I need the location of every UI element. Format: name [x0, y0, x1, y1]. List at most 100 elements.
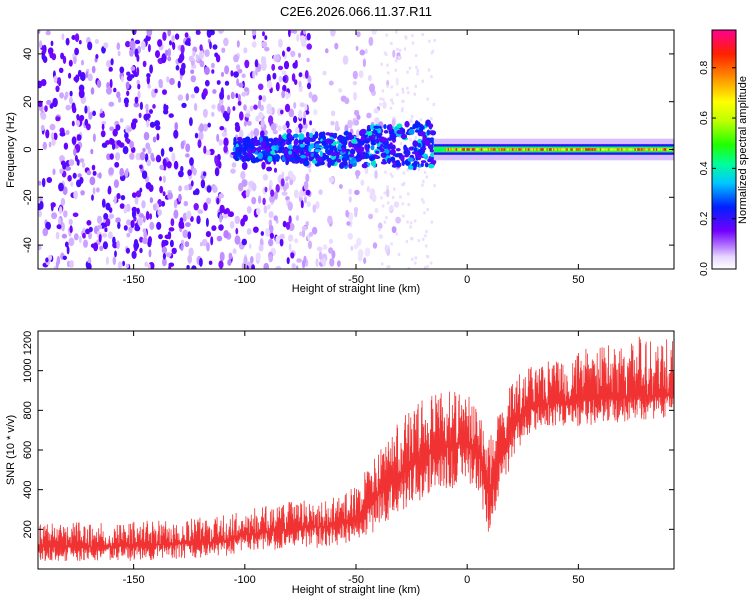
heatmap-cell [161, 55, 167, 64]
heatmap-cell [141, 200, 146, 209]
heatmap-cell [154, 88, 158, 94]
heatmap-cell [417, 168, 421, 171]
heatmap-cell [145, 210, 150, 221]
heatmap-cell [383, 130, 389, 134]
heatmap-cell [481, 148, 484, 151]
heatmap-cell [146, 159, 152, 167]
heatmap-cell [184, 32, 189, 38]
heatmap-cell [87, 73, 93, 82]
heatmap-cell [145, 142, 151, 150]
heatmap-cell [545, 148, 548, 151]
heatmap-cell [262, 95, 267, 103]
heatmap-cell [61, 222, 65, 232]
heatmap-cell [266, 143, 270, 148]
heatmap-cell [202, 123, 208, 132]
heatmap-cell [94, 39, 99, 44]
heatmap-cell [184, 184, 190, 191]
heatmap-cell [330, 120, 335, 126]
heatmap-cell [613, 148, 616, 151]
heatmap-cell [428, 163, 435, 169]
heatmap-cell [186, 265, 190, 269]
heatmap-cell [561, 148, 564, 151]
heatmap-cell [298, 80, 302, 88]
heatmap-cell [263, 262, 269, 269]
heatmap-cell [409, 221, 413, 225]
heatmap-cell [166, 76, 170, 83]
heatmap-cell [137, 83, 141, 90]
heatmap-cell [196, 30, 201, 35]
heatmap-cell [206, 242, 210, 252]
heatmap-cell [487, 148, 490, 151]
heatmap-cell [68, 218, 73, 225]
heatmap-cell [106, 60, 112, 68]
heatmap-cell [74, 47, 79, 56]
heatmap-cell [142, 60, 147, 68]
heatmap-cell [355, 147, 362, 153]
heatmap-cell [223, 230, 229, 239]
heatmap-cell [463, 148, 466, 151]
heatmap-cell [618, 148, 621, 151]
heatmap-cell [288, 138, 292, 143]
heatmap-cell [60, 52, 65, 60]
heatmap-cell [356, 114, 361, 120]
heatmap-cell [89, 176, 96, 186]
heatmap-cell [357, 248, 364, 258]
heatmap-cell [77, 173, 82, 178]
heatmap-cell [391, 205, 394, 209]
heatmap-cell [202, 171, 207, 177]
heatmap-cell [347, 232, 353, 240]
heatmap-cell [158, 234, 163, 240]
heatmap-cell [397, 253, 401, 256]
heatmap-cell [258, 244, 264, 252]
heatmap-cell [362, 151, 366, 159]
heatmap-cell [257, 111, 264, 120]
heatmap-cell [131, 192, 137, 199]
heatmap-cell [156, 133, 160, 141]
heatmap-cell [126, 90, 130, 97]
heatmap-cell [329, 258, 335, 267]
heatmap-cell [462, 148, 465, 151]
heatmap-cell [145, 103, 149, 110]
heatmap-cell [266, 108, 273, 115]
heatmap-cell [86, 220, 92, 226]
heatmap-cells [38, 30, 674, 269]
heatmap-cell [273, 137, 277, 143]
heatmap-cell [430, 152, 435, 158]
snr-y-label: SNR (10 * v/v) [5, 415, 17, 485]
heatmap-cell [173, 209, 179, 219]
heatmap-cell [390, 242, 393, 246]
heatmap-cell [374, 207, 379, 214]
heatmap-cell [241, 191, 246, 197]
heatmap-cell [192, 190, 197, 196]
heatmap-cell [163, 109, 169, 115]
heatmap-cell [168, 113, 174, 118]
heatmap-cell [402, 171, 406, 175]
heatmap-cell [355, 143, 362, 147]
heatmap-cell [318, 251, 323, 260]
heatmap-cell [226, 94, 231, 101]
heatmap-cell [565, 148, 568, 151]
y-tick-label: 800 [22, 401, 34, 419]
heatmap-cell [298, 72, 303, 78]
heatmap-cell [76, 134, 82, 141]
heatmap-cell [224, 80, 230, 86]
heatmap-cell [534, 148, 537, 151]
heatmap-cell [360, 128, 367, 134]
heatmap-cell [411, 34, 414, 38]
heatmap-cell [96, 79, 102, 88]
heatmap-cell [251, 196, 257, 205]
heatmap-cell [101, 123, 105, 131]
heatmap-cell [78, 89, 85, 99]
heatmap-cell [99, 112, 106, 118]
heatmap-cell [451, 148, 454, 151]
heatmap-cell [129, 49, 134, 57]
heatmap-cell [631, 148, 634, 151]
heatmap-cell [251, 41, 257, 48]
heatmap-cell [479, 148, 482, 151]
heatmap-cell [44, 105, 48, 112]
heatmap-cell [166, 161, 172, 169]
heatmap-cell [559, 148, 562, 151]
heatmap-cell [394, 59, 398, 63]
heatmap-cell [313, 153, 320, 159]
heatmap-cell [123, 225, 128, 231]
